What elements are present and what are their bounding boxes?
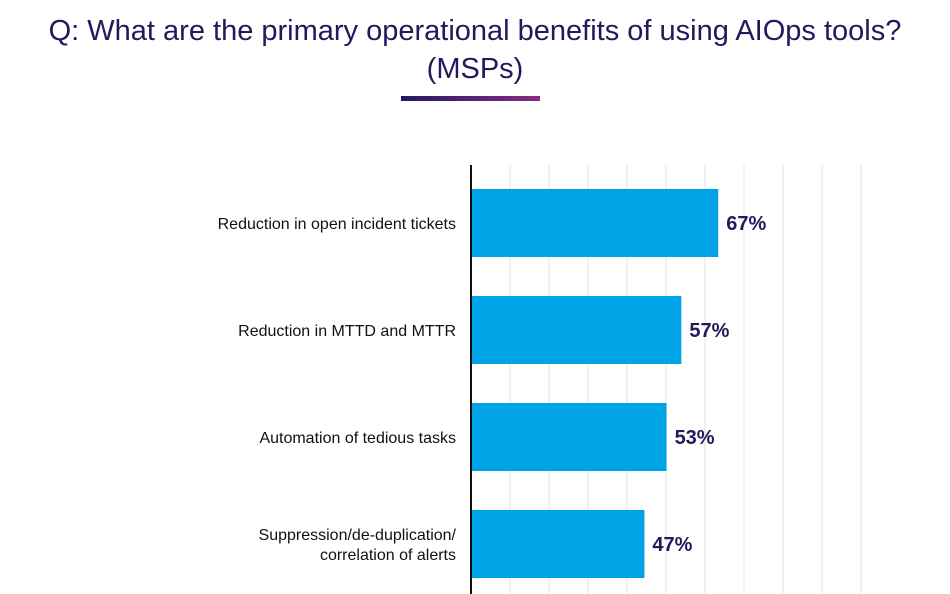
bars bbox=[471, 189, 719, 578]
category-label: Suppression/de-duplication/ bbox=[259, 527, 457, 544]
bar bbox=[471, 510, 645, 578]
bar bbox=[471, 189, 719, 257]
bar bbox=[471, 403, 667, 471]
chart-title-line-2: (MSPs) bbox=[426, 53, 524, 85]
chart-title: Q: What are the primary operational bene… bbox=[0, 12, 950, 88]
category-label: Reduction in MTTD and MTTR bbox=[238, 323, 456, 340]
value-label: 47% bbox=[652, 534, 692, 556]
category-label: Reduction in open incident tickets bbox=[218, 216, 456, 233]
value-label: 53% bbox=[675, 427, 715, 449]
value-labels: 67% 57% 53% 47% bbox=[652, 213, 766, 556]
category-label: Automation of tedious tasks bbox=[259, 430, 456, 447]
category-label: correlation of alerts bbox=[320, 547, 456, 564]
bar bbox=[471, 296, 682, 364]
category-labels: Reduction in open incident tickets Reduct… bbox=[218, 216, 457, 564]
chart-title-line-1: Q: What are the primary operational bene… bbox=[48, 15, 902, 47]
value-label: 57% bbox=[689, 320, 729, 342]
value-label: 67% bbox=[726, 213, 766, 235]
title-divider bbox=[401, 96, 540, 101]
